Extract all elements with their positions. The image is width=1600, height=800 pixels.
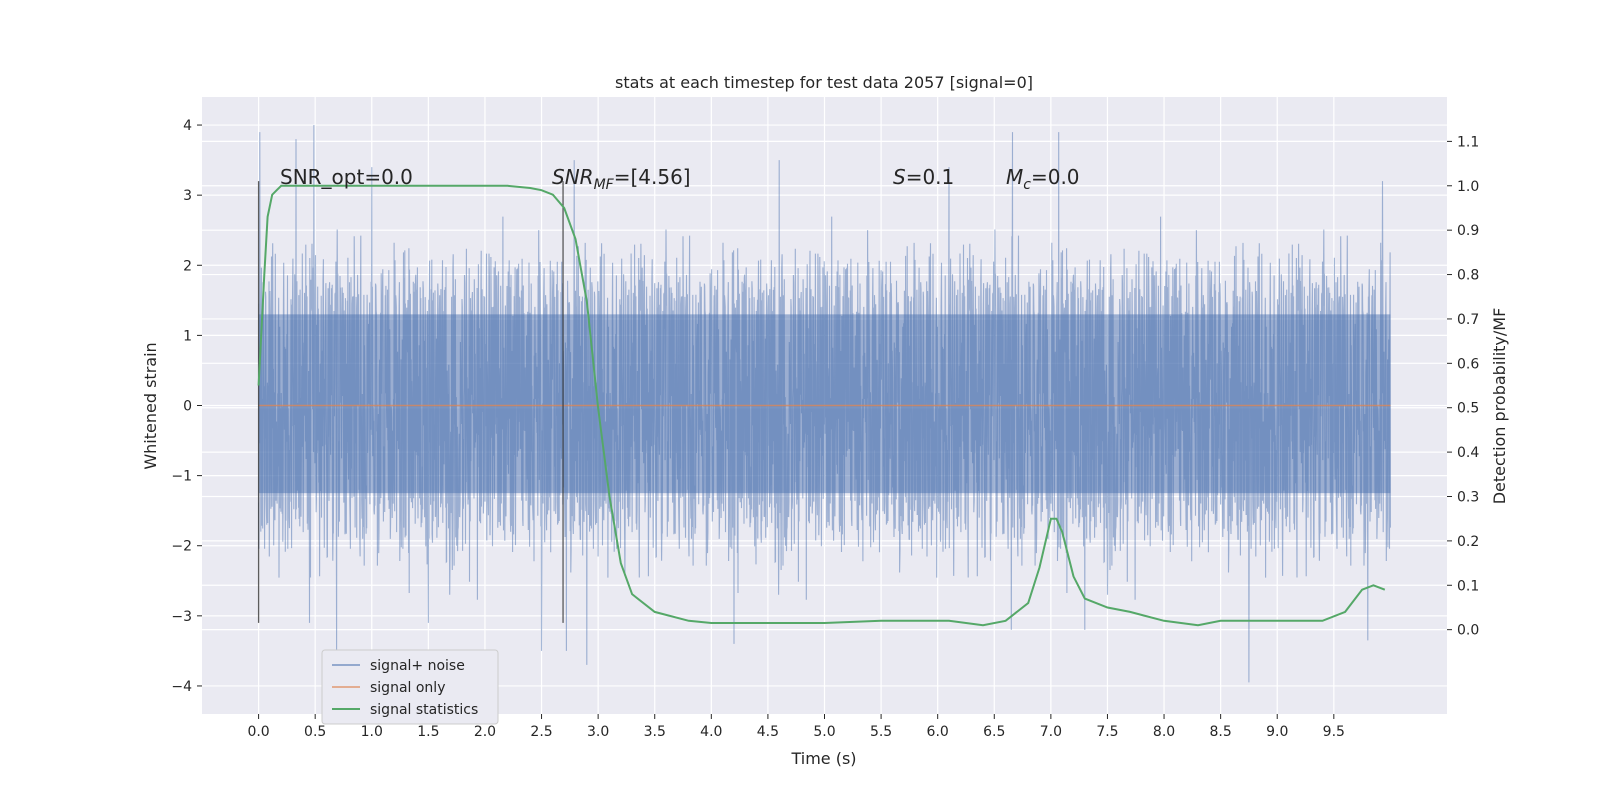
x-tick-label: 2.5 [530,724,552,740]
y-right-tick-label: 1.0 [1457,179,1479,195]
strain-trace [258,124,1391,683]
x-tick-label: 6.5 [983,724,1005,740]
x-axis-ticks: 0.0 0.5 1.0 1.5 2.0 2.5 3.0 3.5 4.0 4.5 5.0 5.5 6.0 6… [247,714,1345,740]
x-tick-label: 3.0 [587,724,609,740]
y-tick-label: 4 [183,118,192,134]
legend-label-signal-noise: signal+ noise [370,658,465,674]
annotation-s-symbol: S [893,165,906,189]
strain-series-signal-noise [258,124,1391,683]
y-tick-label: −3 [171,609,192,625]
annotation-mc: Mc=0.0 [1006,165,1080,193]
y-right-tick-label: 0.5 [1457,401,1479,417]
y-tick-label: −2 [171,539,192,555]
y-right-tick-label: 0.0 [1457,623,1479,639]
y-axis-right-label: Detection probability/MF [1490,308,1509,505]
x-tick-label: 7.0 [1040,724,1062,740]
legend-label-signal-only: signal only [370,680,445,696]
annotation-mc-subscript: c [1023,177,1031,193]
x-tick-label: 0.5 [304,724,326,740]
x-tick-label: 4.0 [700,724,722,740]
vertical-markers [257,181,564,623]
y-right-tick-label: 0.9 [1457,223,1479,239]
y-axis-ticks: 4 3 2 1 0 −1 −2 −3 −4 [171,118,202,695]
y-right-tick-label: 0.8 [1457,268,1479,284]
x-tick-label: 9.5 [1323,724,1345,740]
annotation-snr-mf-subscript: MF [594,177,615,193]
x-tick-label: 4.5 [757,724,779,740]
legend-label-signal-statistics: signal statistics [370,702,478,718]
x-tick-label: 0.0 [247,724,269,740]
y-tick-label: −1 [171,469,192,485]
x-tick-label: 5.5 [870,724,892,740]
y-tick-label: 1 [183,328,192,344]
legend-box [321,649,499,725]
annotation-snr-mf-value: =[4.56] [614,165,691,189]
x-tick-label: 7.5 [1096,724,1118,740]
y-right-tick-label: 0.3 [1457,489,1479,505]
annotation-s: S=0.1 [893,165,954,189]
chart-title: stats at each timestep for test data 205… [615,73,1033,92]
x-tick-label: 1.0 [361,724,383,740]
x-tick-label: 5.0 [813,724,835,740]
y-axis-right-ticks: 0.0 0.1 0.2 0.3 0.4 0.5 0.6 0.7 0.8 0.9 1.0 1.1 [1447,134,1479,639]
annotation-mc-value: =0.0 [1031,165,1080,189]
x-tick-label: 3.5 [644,724,666,740]
annotation-snr-opt: SNR_opt=0.0 [280,165,413,189]
x-tick-label: 8.5 [1210,724,1232,740]
x-tick-label: 6.0 [927,724,949,740]
annotation-s-value: =0.1 [906,165,955,189]
y-tick-label: −4 [171,679,192,695]
y-right-tick-label: 0.6 [1457,356,1479,372]
y-tick-label: 2 [183,258,192,274]
annotation-mc-symbol: M [1006,165,1023,189]
x-tick-label: 2.0 [474,724,496,740]
y-right-tick-label: 0.7 [1457,312,1479,328]
signal-statistics-line [257,184,1386,627]
signal-statistics-series [257,184,1386,627]
x-axis-label: Time (s) [790,749,856,768]
annotation-snr-mf: SNRMF=[4.56] [552,165,691,193]
y-right-tick-label: 1.1 [1457,134,1479,150]
y-right-tick-label: 0.1 [1457,578,1479,594]
x-tick-label: 1.5 [417,724,439,740]
y-tick-label: 3 [183,188,192,204]
y-right-tick-label: 0.4 [1457,445,1479,461]
annotation-snr-mf-symbol: SNR [552,165,594,189]
legend: signal+ noise signal only signal statist… [321,649,499,725]
x-tick-label: 9.0 [1266,724,1288,740]
y-tick-label: 0 [183,399,192,415]
y-right-tick-label: 0.2 [1457,534,1479,550]
x-tick-label: 8.0 [1153,724,1175,740]
y-axis-label: Whitened strain [141,342,160,469]
